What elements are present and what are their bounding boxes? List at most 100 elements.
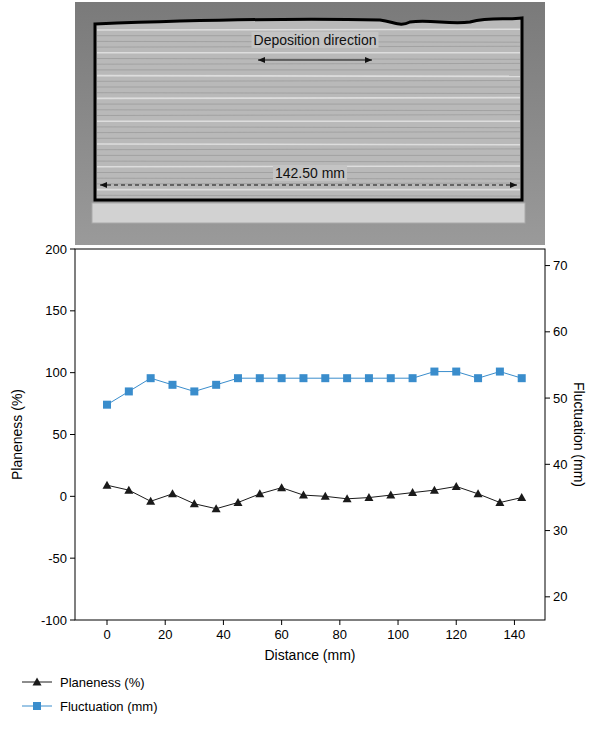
data-point (517, 493, 526, 501)
y2-tick-label: 60 (553, 324, 567, 339)
label-patch (273, 165, 347, 181)
data-point (103, 481, 112, 489)
data-layer (103, 368, 527, 513)
data-point (255, 489, 264, 497)
data-point (452, 368, 460, 376)
layer-line (97, 97, 520, 99)
chart: Deposition direction142.50 mm-100-500501… (0, 0, 589, 748)
data-point (277, 483, 286, 491)
data-point (321, 492, 330, 500)
layer-line (97, 80, 520, 82)
data-point (256, 374, 264, 382)
label-patch (252, 32, 379, 48)
layer-line (97, 63, 520, 65)
data-point (146, 497, 155, 505)
data-point (495, 498, 504, 506)
y-tick (70, 558, 75, 559)
legend-marker (33, 702, 41, 710)
data-point (190, 387, 198, 395)
layer-line (97, 183, 520, 185)
y-axis-title: Planeness (%) (9, 389, 25, 480)
data-point (321, 374, 329, 382)
y-tick (70, 249, 75, 250)
y-tick (70, 620, 75, 621)
data-point (409, 374, 417, 382)
data-point (474, 374, 482, 382)
data-point (125, 387, 133, 395)
layer-line (97, 87, 520, 88)
x-tick (223, 620, 224, 625)
sample-body (95, 18, 522, 200)
layer-line (97, 126, 520, 128)
layer-line (97, 195, 520, 197)
data-point (299, 491, 308, 499)
data-point (343, 494, 352, 502)
data-point (233, 498, 242, 506)
data-point (474, 489, 483, 497)
data-point (364, 493, 373, 501)
layer-line (97, 52, 520, 54)
layer-line (97, 69, 520, 70)
y2-tick-label: 40 (553, 457, 567, 472)
length-line (100, 184, 517, 185)
data-point (343, 374, 351, 382)
data-point (190, 499, 199, 507)
y-tick-label: 150 (45, 303, 67, 318)
y2-tick (545, 331, 550, 332)
annotation: Deposition direction (254, 32, 377, 48)
data-point (496, 368, 504, 376)
length-arrowheads (100, 182, 517, 188)
x-tick-label: 40 (216, 627, 230, 642)
layer-line (97, 104, 520, 105)
x-axis-title: Distance (mm) (264, 647, 355, 663)
y-tick (70, 434, 75, 435)
x-tick-label: 140 (504, 627, 526, 642)
data-point (365, 374, 373, 382)
data-point (147, 374, 155, 382)
x-tick (339, 620, 340, 625)
substrate (92, 203, 525, 223)
data-point (124, 486, 133, 494)
data-point (452, 482, 461, 490)
y-tick-label: -50 (48, 551, 67, 566)
layer-line (97, 161, 520, 163)
x-tick-label: 100 (387, 627, 409, 642)
x-tick-label: 120 (445, 627, 467, 642)
data-point (430, 486, 439, 494)
y2-tick (545, 596, 550, 597)
y-tick (70, 310, 75, 311)
layer-line (97, 28, 520, 30)
x-tick (398, 620, 399, 625)
layer-line (97, 138, 520, 139)
layer-line (97, 131, 520, 133)
layer-line (97, 189, 520, 191)
data-point (278, 374, 286, 382)
data-point (168, 489, 177, 497)
y2-tick-label: 70 (553, 258, 567, 273)
series-line (107, 372, 522, 405)
x-tick (281, 620, 282, 625)
layer-line (97, 143, 520, 145)
layer-line (97, 120, 520, 122)
data-point (430, 368, 438, 376)
photo-background (75, 2, 545, 245)
y-tick-label: 0 (60, 489, 67, 504)
x-tick (107, 620, 108, 625)
direction-arrowheads (258, 57, 372, 63)
x-tick-label: 80 (333, 627, 347, 642)
sample-outline (95, 18, 522, 200)
y2-tick (545, 398, 550, 399)
x-tick-label: 60 (274, 627, 288, 642)
data-point (299, 374, 307, 382)
data-point (386, 491, 395, 499)
y-tick-label: 100 (45, 365, 67, 380)
legend-marker (33, 678, 42, 686)
y-tick (70, 372, 75, 373)
y2-axis-title: Fluctuation (mm) (571, 382, 587, 487)
layer-line (97, 92, 520, 94)
layer-line (97, 148, 520, 150)
direction-arrow (258, 59, 372, 60)
layer-line (97, 155, 520, 156)
legend-label: Fluctuation (mm) (60, 699, 158, 714)
x-tick (456, 620, 457, 625)
